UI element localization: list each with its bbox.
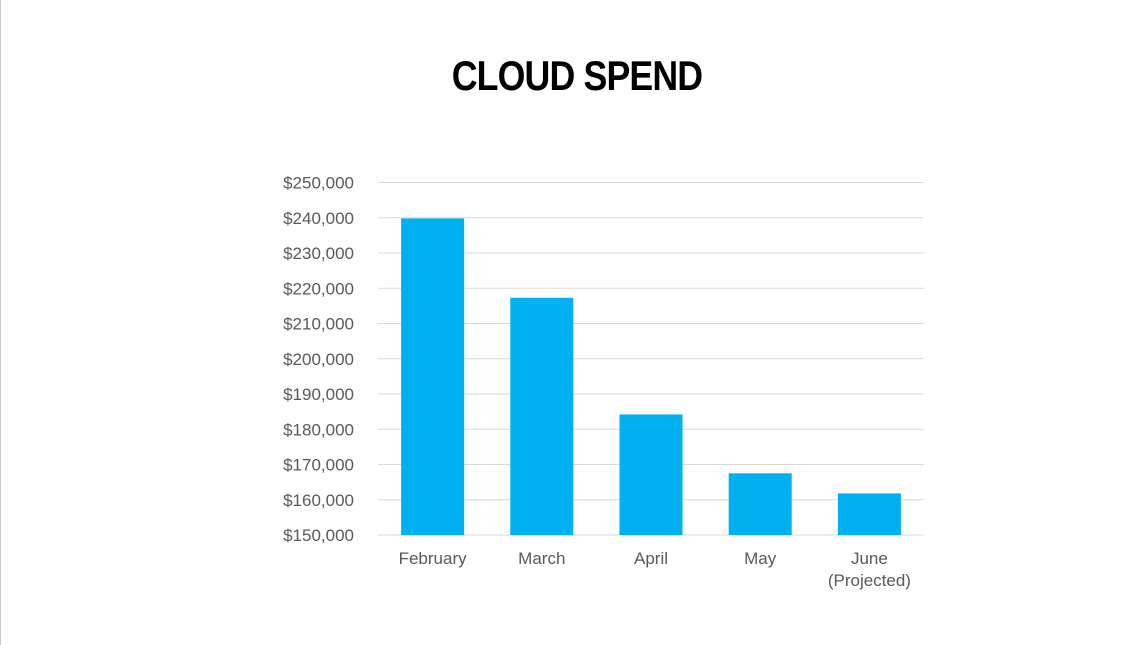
y-tick-label: $170,000	[283, 456, 354, 475]
bar	[510, 297, 574, 535]
y-tick-label: $230,000	[283, 244, 354, 263]
y-tick-label: $220,000	[283, 279, 354, 298]
x-tick-label: May	[744, 549, 777, 568]
x-tick-label: (Projected)	[828, 571, 911, 590]
x-tick-label: April	[634, 549, 668, 568]
y-tick-label: $250,000	[283, 174, 354, 193]
y-tick-label: $180,000	[283, 420, 354, 439]
x-tick-label: March	[518, 549, 565, 568]
x-tick-label: February	[399, 549, 468, 568]
y-tick-label: $200,000	[283, 350, 354, 369]
chart-title: CLOUD SPEND	[451, 52, 703, 99]
slide-edge	[0, 0, 1, 645]
x-tick-label: June	[851, 549, 888, 568]
y-tick-label: $190,000	[283, 385, 354, 404]
y-tick-label: $240,000	[283, 209, 354, 228]
y-tick-label: $210,000	[283, 315, 354, 334]
bar	[837, 493, 901, 535]
bar	[728, 473, 792, 535]
y-tick-label: $160,000	[283, 491, 354, 510]
bar	[401, 218, 465, 535]
bar	[619, 414, 683, 535]
y-tick-label: $150,000	[283, 526, 354, 545]
